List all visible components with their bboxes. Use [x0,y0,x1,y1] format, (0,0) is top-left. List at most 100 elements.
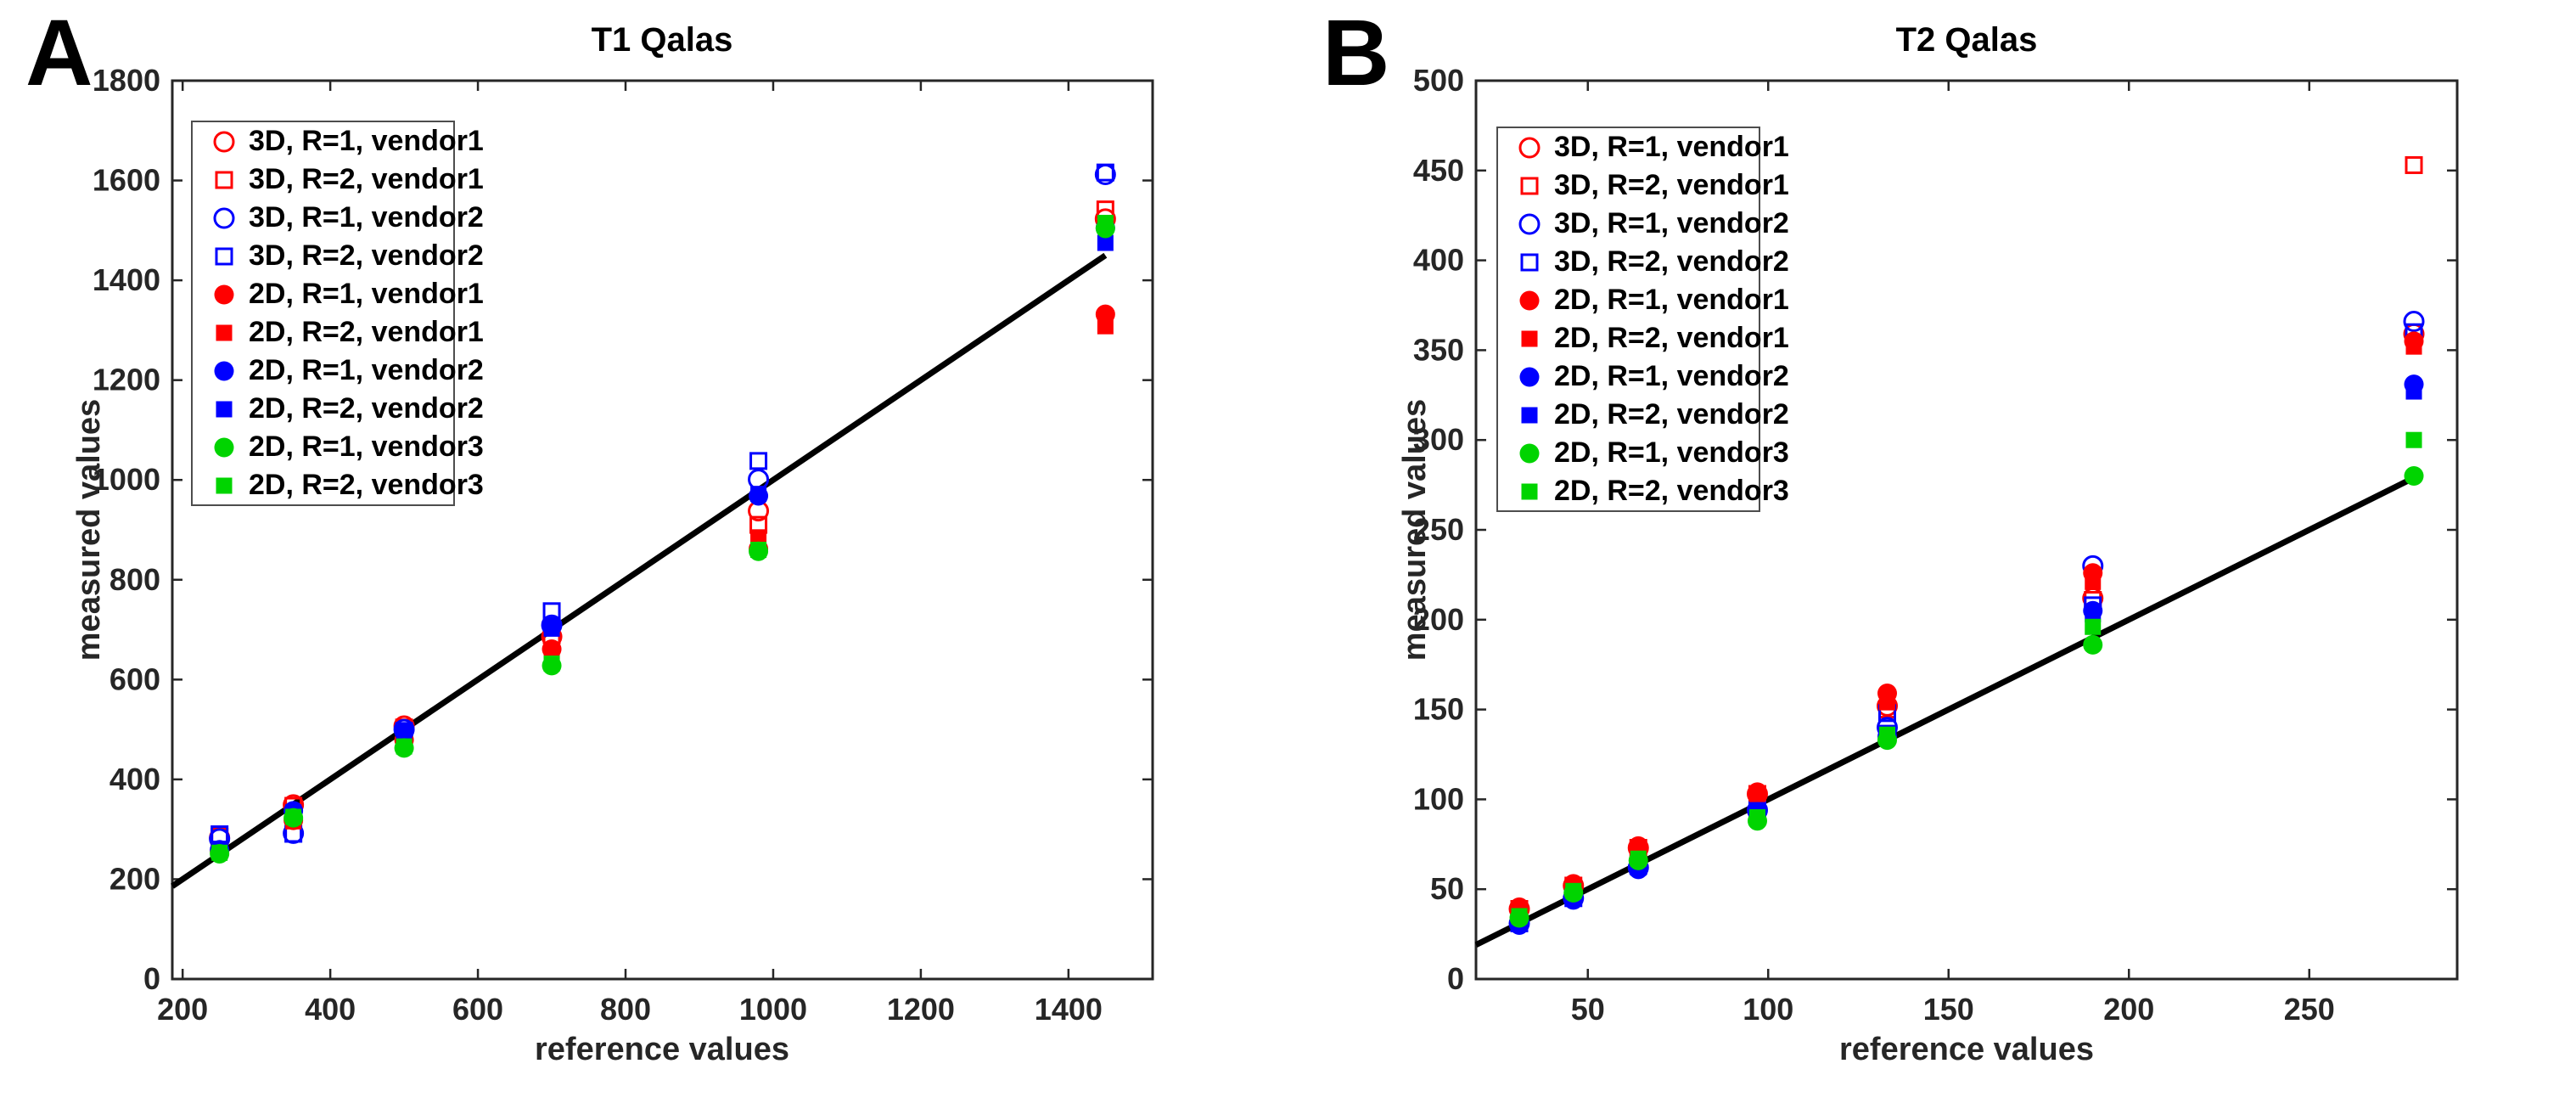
chart-title-a: T1 Qalas [591,21,733,59]
y-tick-label: 300 [1413,422,1464,457]
x-tick-label: 1400 [1035,992,1103,1027]
legend-marker [214,437,234,457]
y-tick-label: 0 [1447,961,1464,996]
x-tick-label: 1000 [739,992,807,1027]
circle-open-icon [1518,213,1541,234]
x-axis-label-a: reference values [535,1032,789,1067]
y-tick-label: 0 [143,961,160,996]
y-tick-label: 450 [1413,153,1464,188]
square-open-icon [215,247,233,265]
legend-label: 2D, R=2, vendor3 [249,469,484,501]
legend-label: 2D, R=1, vendor1 [1554,284,1789,316]
y-tick-label: 50 [1430,871,1464,906]
square-filled-icon [1521,483,1538,499]
legend-marker [1520,177,1539,194]
series-9 [1511,431,2422,925]
series-8 [1509,466,2424,928]
plot-box [171,79,1154,981]
panel-b: 50 100 150 200 250 0 50 100 150 200 250 300 350 400 45… [1413,63,2459,1027]
legend-item: 3D, R=2, vendor2 [1498,243,1789,281]
legend-label: 3D, R=2, vendor2 [1554,245,1789,278]
legend-item: 3D, R=2, vendor1 [193,160,484,199]
legend-item: 2D, R=1, vendor1 [193,275,484,313]
legend-label: 2D, R=1, vendor1 [249,278,484,310]
legend-item: 2D, R=1, vendor3 [193,428,484,466]
legend-a: 3D, R=1, vendor1 3D, R=2, vendor1 3D, R=1,… [191,121,484,506]
data-point [396,725,412,742]
data-point [285,808,302,825]
data-point [2083,634,2103,655]
y-tick-label: 400 [109,762,160,796]
y-tick-label: 600 [109,661,160,696]
x-tick-label: 100 [1743,992,1793,1027]
data-point [1879,726,1895,743]
legend-label: 2D, R=1, vendor3 [1554,436,1789,469]
legend-marker [214,284,234,304]
y-tick-label: 200 [109,861,160,896]
data-point [1879,694,1895,711]
circle-open-icon [1518,137,1541,158]
circle-filled-icon [1519,443,1540,463]
legend-marker [215,247,233,265]
y-tick-label: 1600 [93,163,160,198]
data-point [211,844,228,861]
x-tick-label: 1200 [887,992,955,1027]
legend-marker [216,324,233,340]
circle-filled-icon [214,361,234,380]
legend-label: 3D, R=2, vendor2 [249,239,484,272]
square-filled-icon [216,324,233,340]
data-point [2403,311,2425,333]
legend-label: 2D, R=1, vendor2 [249,354,484,386]
legend-item: 3D, R=1, vendor2 [193,199,484,237]
data-point [750,542,767,559]
x-tick-label: 250 [2284,992,2335,1027]
circle-open-icon [213,207,235,228]
legend-item: 3D, R=1, vendor1 [193,122,484,160]
square-filled-icon [216,401,233,417]
y-tick-label: 250 [1413,512,1464,547]
x-axis-label-b: reference values [1839,1032,2094,1067]
legend-marker [214,361,234,380]
square-filled-icon [216,477,233,493]
legend-marker [1518,213,1541,234]
y-tick-label: 1000 [93,462,160,497]
panel-a: 200 400 600 800 1000 1200 14000200400600800100… [93,63,1154,1027]
square-filled-icon [1521,330,1538,346]
circle-filled-icon [1519,290,1540,310]
y-tick-label: 350 [1413,332,1464,367]
circle-filled-icon [214,437,234,457]
legend-marker [216,401,233,417]
data-point [750,486,767,503]
data-point [2085,573,2102,590]
legend-label: 3D, R=1, vendor2 [249,201,484,234]
legend-marker [215,171,233,189]
legend-marker [213,131,235,152]
legend-label: 2D, R=2, vendor1 [249,316,484,348]
legend-item: 2D, R=1, vendor2 [1498,357,1789,396]
data-point [1749,789,1765,806]
y-tick-label: 400 [1413,243,1464,278]
legend-item: 3D, R=1, vendor2 [1498,205,1789,243]
x-tick-label: 600 [452,992,503,1027]
data-point [1511,908,1528,925]
data-point [1096,163,1114,182]
x-tick-label: 400 [305,992,356,1027]
legend-item: 2D, R=2, vendor2 [193,390,484,428]
circle-filled-icon [1519,367,1540,386]
y-tick-label: 150 [1413,692,1464,727]
legend-marker [1521,330,1538,346]
circle-open-icon [213,131,235,152]
legend-item: 3D, R=2, vendor2 [193,237,484,275]
legend-item: 2D, R=1, vendor1 [1498,281,1789,319]
identity-line [171,252,1108,889]
legend-label: 3D, R=1, vendor1 [249,125,484,157]
data-point [2085,618,2102,635]
legend-b: 3D, R=1, vendor1 3D, R=2, vendor1 3D, R=1,… [1496,127,1789,512]
x-tick-label: 200 [157,992,208,1027]
legend-marker [216,477,233,493]
y-tick-label: 500 [1413,63,1464,98]
data-point [2085,605,2102,622]
y-tick-label: 800 [109,562,160,597]
legend-marker [1520,253,1539,271]
